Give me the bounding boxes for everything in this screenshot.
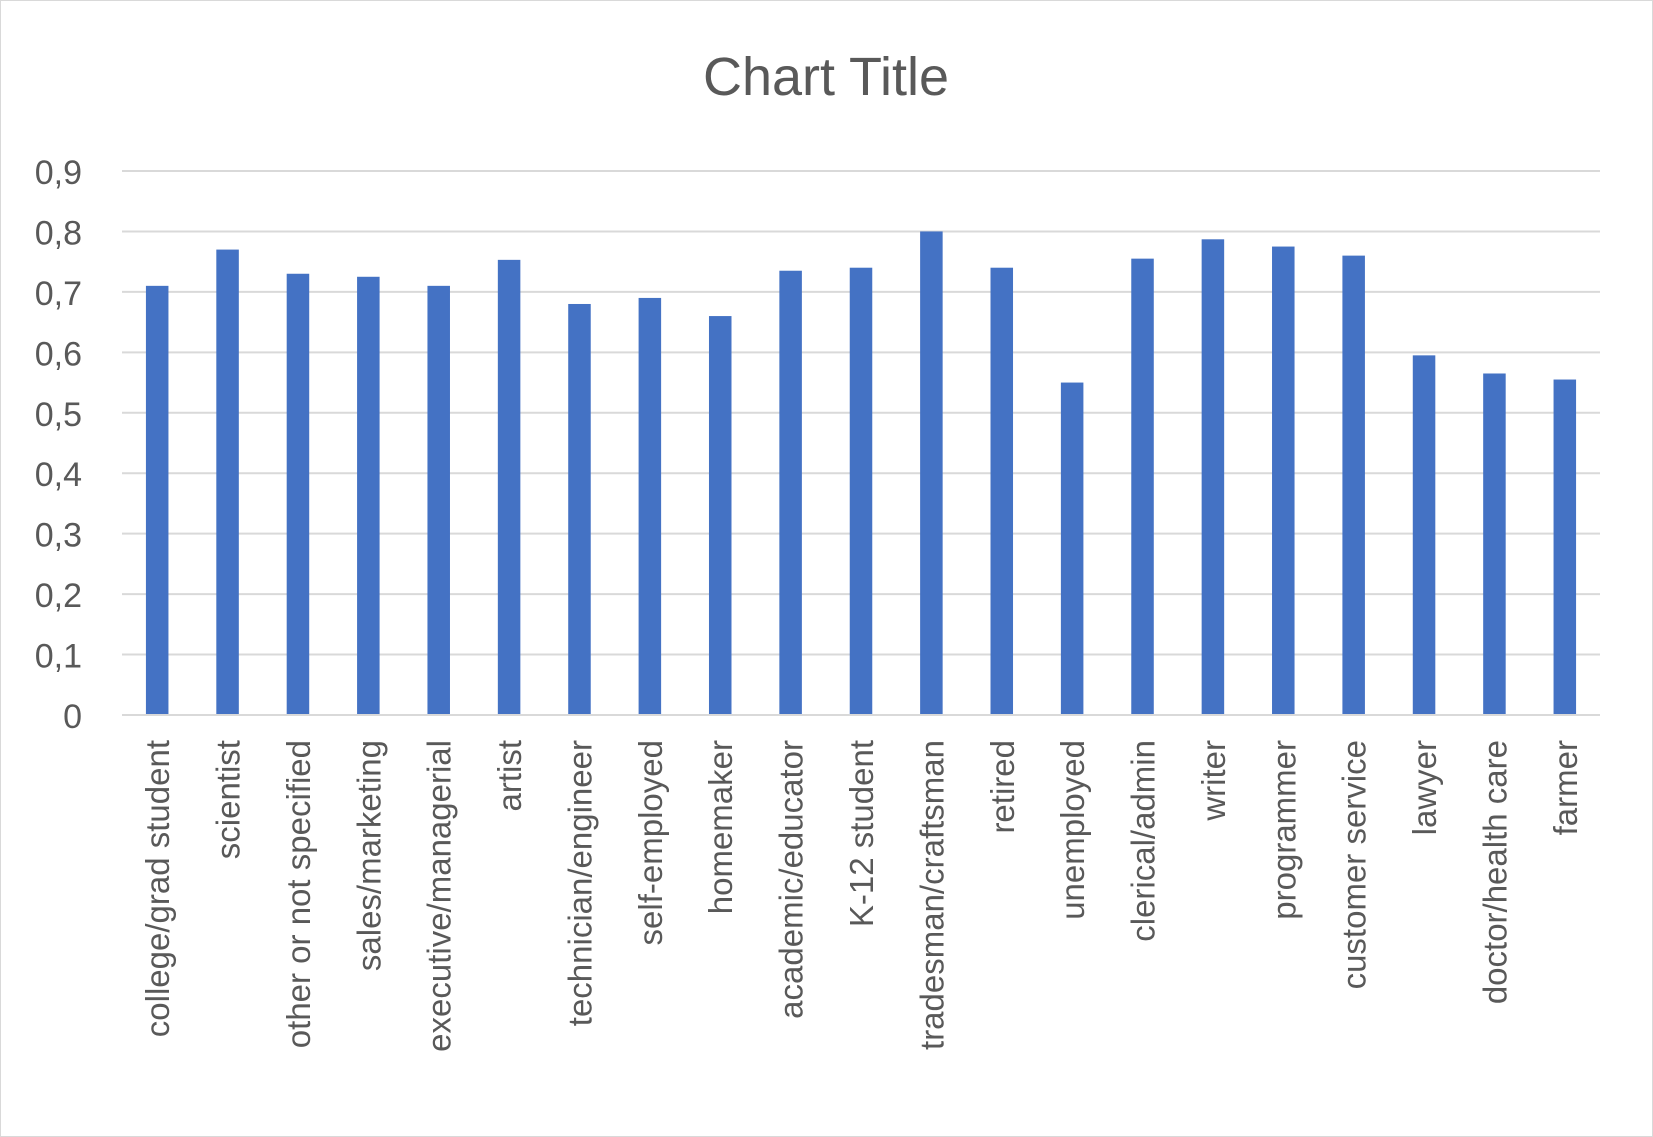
bar <box>1412 355 1436 715</box>
bar <box>1131 258 1154 715</box>
bar <box>1342 255 1365 715</box>
x-tick-label: clerical/admin <box>1125 740 1162 942</box>
bar <box>638 297 662 715</box>
x-tick-label: farmer <box>1547 740 1584 835</box>
x-tick-label: executive/managerial <box>421 740 458 1052</box>
x-tick-label: retired <box>984 740 1021 834</box>
x-axis-tick-labels: college/grad student scientist other or no… <box>139 740 1584 1052</box>
x-tick-label: self-employed <box>632 740 669 945</box>
y-tick-label: 0,5 <box>35 396 82 434</box>
bar <box>1483 373 1506 715</box>
x-tick-label: lawyer <box>1406 740 1443 835</box>
bar <box>990 267 1014 715</box>
bar <box>849 267 873 715</box>
y-tick-label: 0,8 <box>35 214 82 252</box>
x-tick-label: programmer <box>1265 740 1302 920</box>
y-tick-label: 0 <box>63 698 82 736</box>
x-tick-label: writer <box>1195 740 1232 822</box>
x-tick-label: tradesman/craftsman <box>913 740 950 1050</box>
chart-title: Chart Title <box>703 47 949 107</box>
x-tick-label: college/grad student <box>139 740 176 1037</box>
x-tick-label: homemaker <box>702 740 739 914</box>
x-tick-label: doctor/health care <box>1476 740 1513 1004</box>
y-axis-tick-labels: 0 0,1 0,2 0,3 0,4 0,5 0,6 0,7 0,8 0,9 <box>35 154 82 736</box>
bar <box>1553 379 1577 715</box>
bar <box>427 285 450 715</box>
bar <box>216 249 239 716</box>
x-tick-label: customer service <box>1336 740 1373 989</box>
bar <box>1272 246 1295 716</box>
y-tick-label: 0,2 <box>35 577 82 615</box>
x-tick-label: artist <box>491 740 528 812</box>
bar <box>568 303 591 715</box>
bar <box>357 276 380 715</box>
x-tick-label: technician/engineer <box>561 740 598 1026</box>
y-tick-label: 0,9 <box>35 154 82 192</box>
y-tick-label: 0,3 <box>35 517 82 555</box>
x-tick-label: other or not specified <box>280 740 317 1048</box>
bar <box>286 273 310 715</box>
y-tick-label: 0,4 <box>35 456 82 494</box>
y-tick-label: 0,6 <box>35 335 82 373</box>
x-tick-label: unemployed <box>1054 740 1091 920</box>
y-tick-label: 0,7 <box>35 275 82 313</box>
bar <box>1060 382 1084 715</box>
bar <box>497 259 521 715</box>
x-tick-label: scientist <box>210 740 247 859</box>
bar <box>920 231 943 715</box>
x-tick-label: K-12 student <box>843 740 880 927</box>
y-tick-label: 0,1 <box>35 638 82 676</box>
bar <box>145 285 169 715</box>
bar <box>708 316 732 715</box>
bars <box>145 231 1577 716</box>
bar <box>1201 239 1225 715</box>
x-tick-label: sales/marketing <box>350 740 387 971</box>
bar <box>779 270 802 715</box>
x-tick-label: academic/educator <box>773 740 810 1019</box>
